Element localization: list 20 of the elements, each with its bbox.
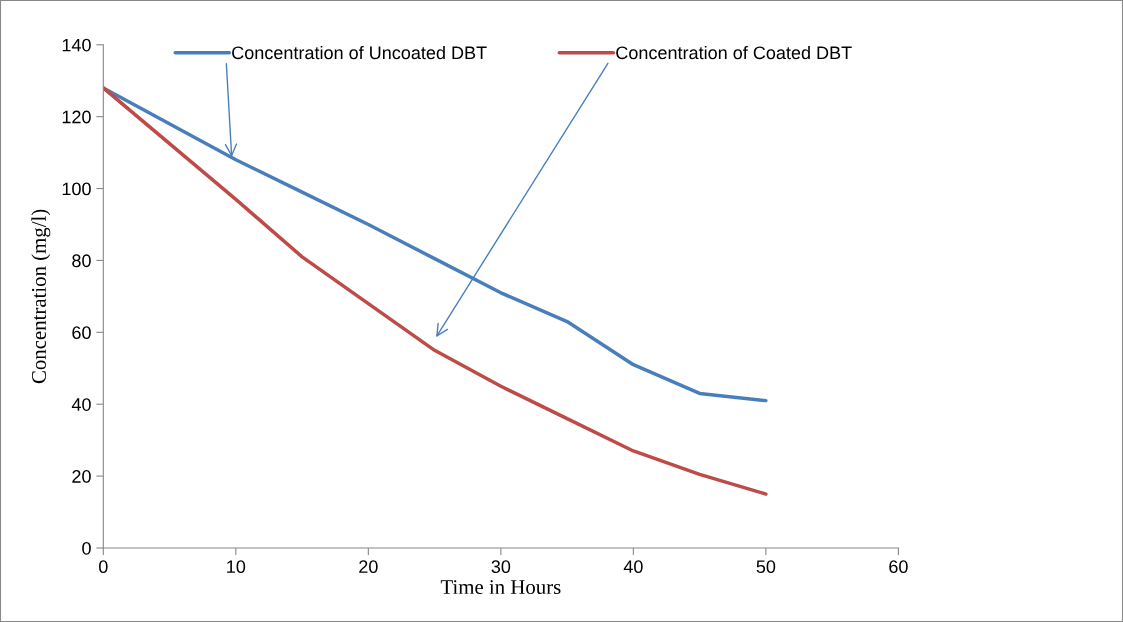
y-tick-label: 0 <box>82 541 91 555</box>
y-tick-label: 80 <box>72 254 91 268</box>
x-tick-label: 0 <box>99 560 108 574</box>
y-tick-label: 100 <box>62 182 91 196</box>
y-axis-title: Concentration (mg/l) <box>31 209 51 384</box>
y-tick-label: 140 <box>62 38 91 52</box>
legend-label: Concentration of Coated DBT <box>616 45 852 60</box>
y-tick-label: 40 <box>71 398 91 411</box>
x-tick-label: 20 <box>359 560 378 574</box>
y-tick-label: 60 <box>72 326 91 340</box>
x-tick-label: 10 <box>227 560 246 574</box>
x-tick-label: 40 <box>623 560 643 574</box>
y-tick-label: 120 <box>62 110 91 124</box>
legend-label: Concentration of Uncoated DBT <box>232 45 487 60</box>
y-tick-label: 20 <box>72 470 91 483</box>
x-tick-label: 30 <box>491 560 511 574</box>
line-series <box>103 86 768 496</box>
x-axis-title: Time in Hours <box>440 580 561 595</box>
x-tick-label: 60 <box>889 560 908 574</box>
x-tick-label: 50 <box>756 560 776 574</box>
